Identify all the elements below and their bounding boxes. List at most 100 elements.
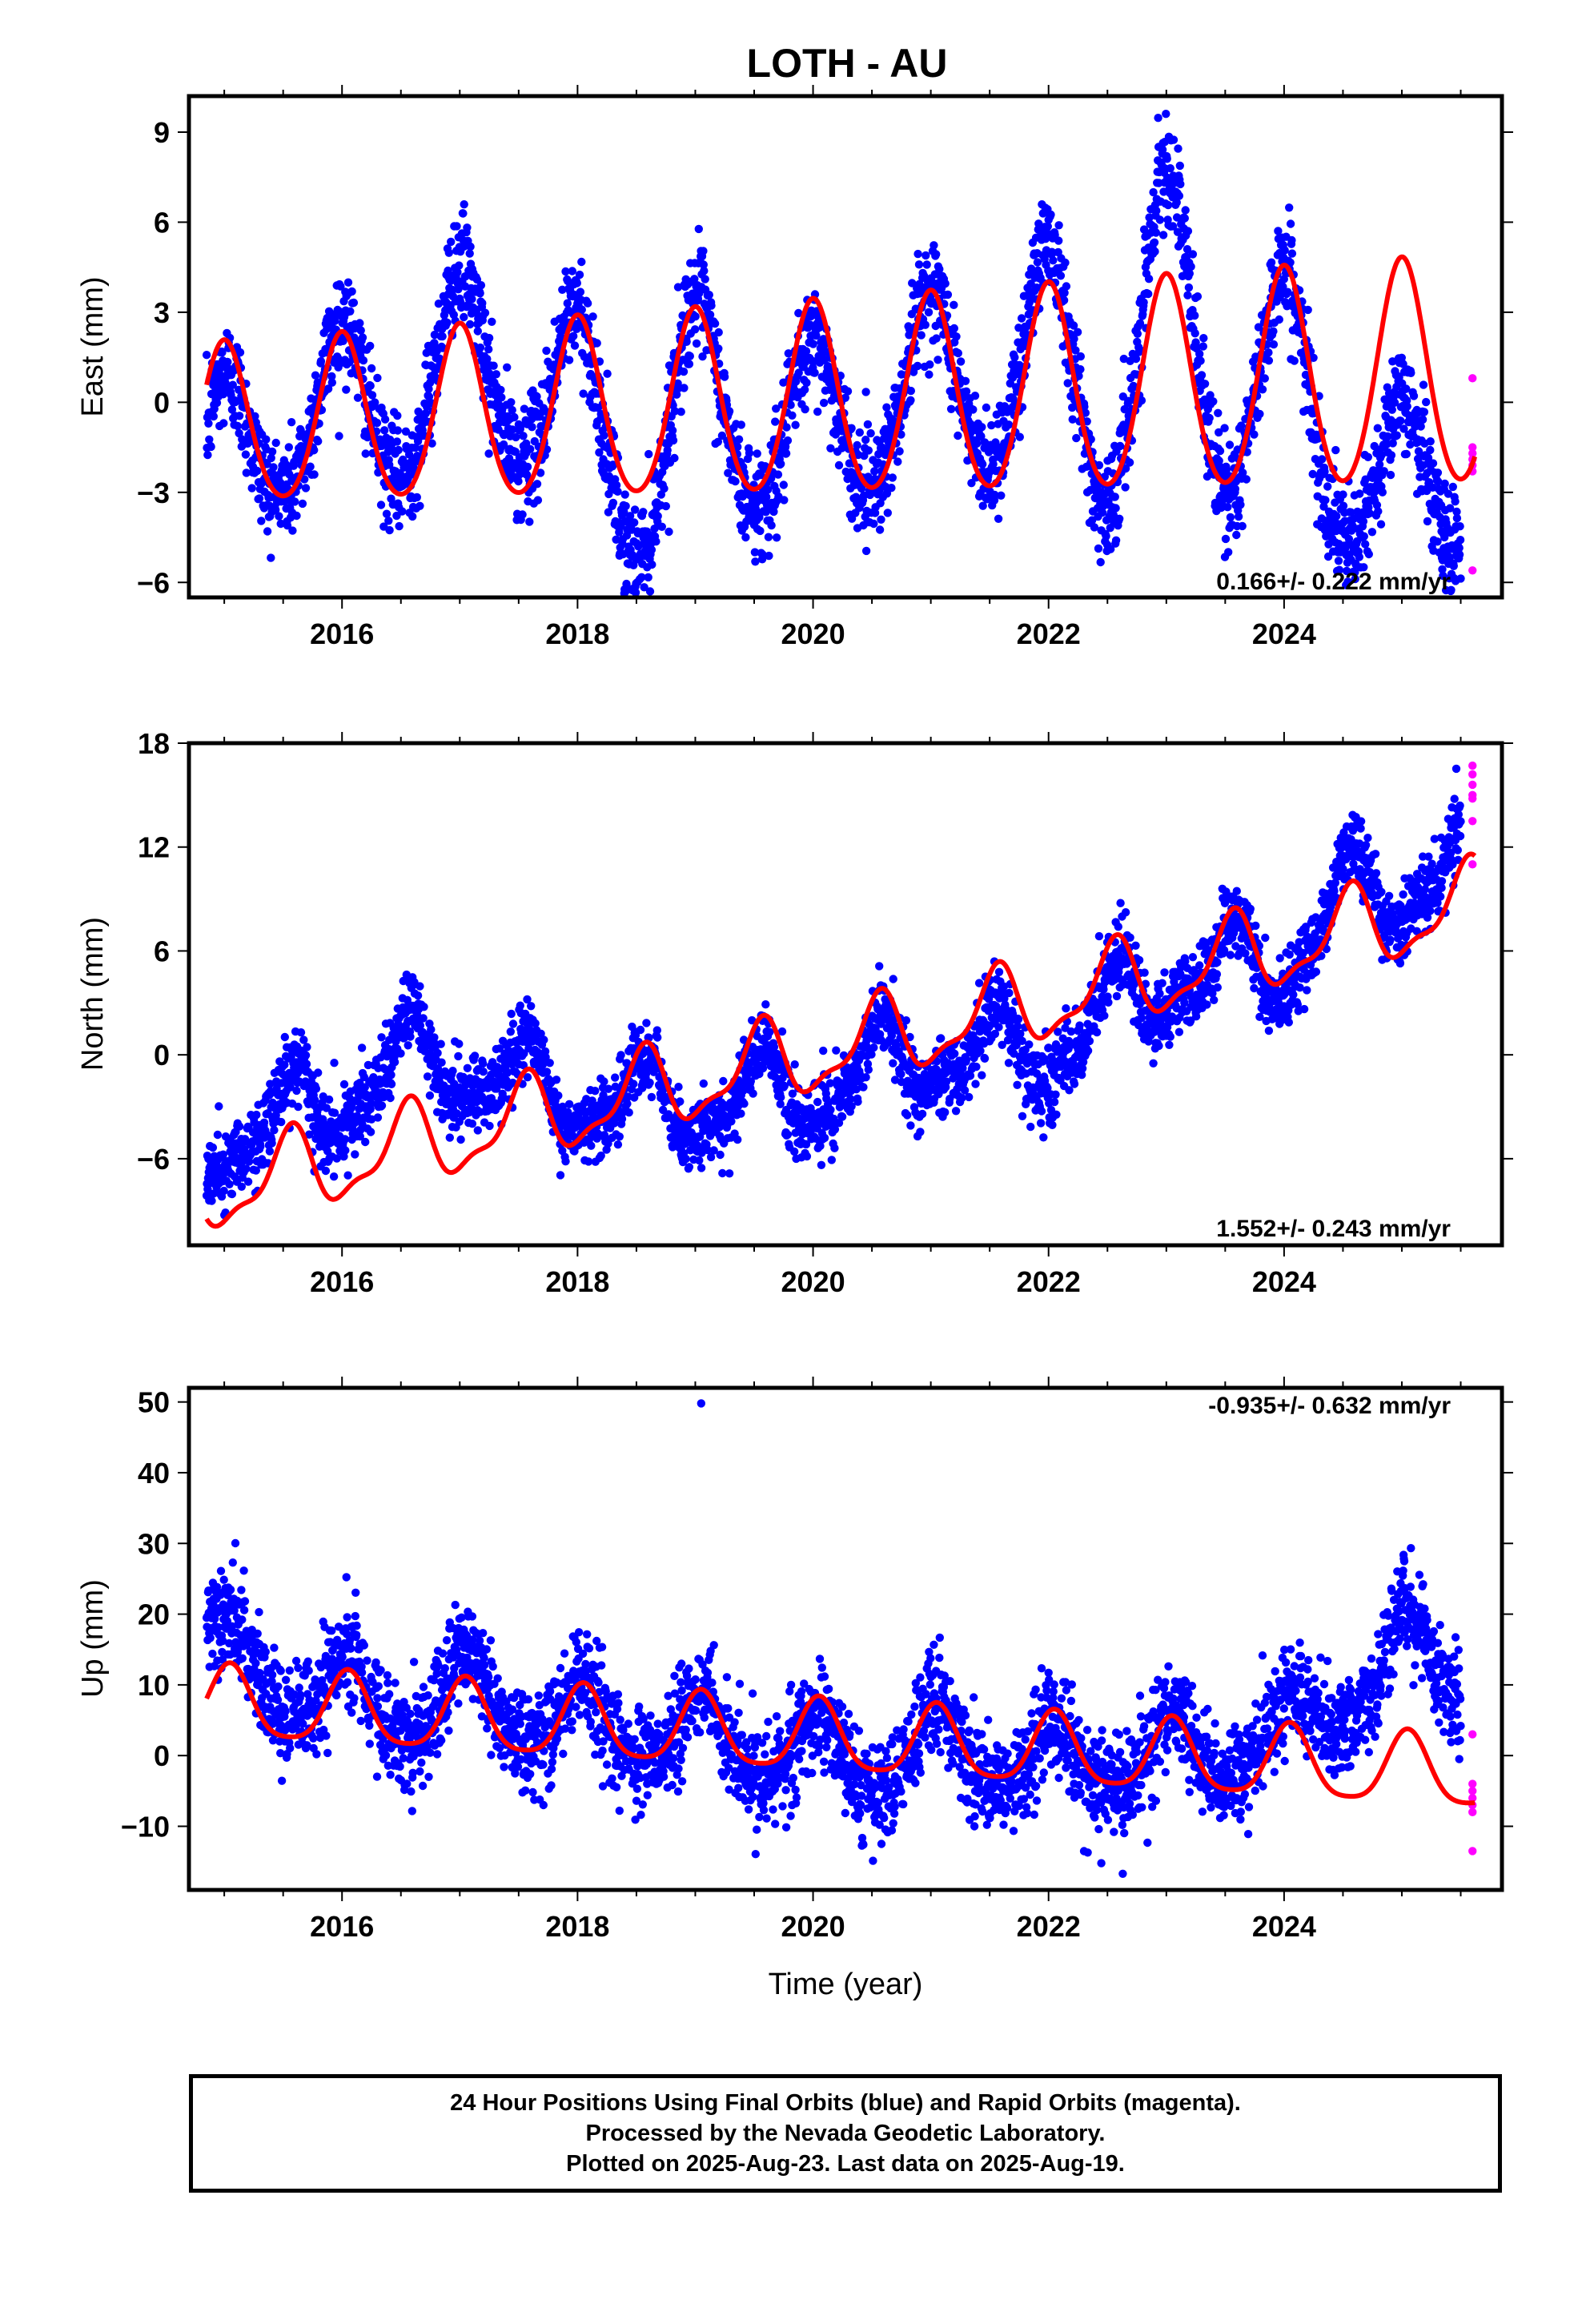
final-orbit-point bbox=[676, 1097, 685, 1106]
final-orbit-point bbox=[698, 352, 707, 361]
final-orbit-point bbox=[1287, 249, 1297, 258]
final-orbit-point bbox=[1172, 198, 1181, 207]
final-orbit-point bbox=[561, 267, 570, 276]
y-tick-label: −6 bbox=[137, 1143, 170, 1176]
final-orbit-point bbox=[1264, 356, 1274, 365]
final-orbit-point bbox=[1402, 449, 1411, 459]
final-orbit-point bbox=[673, 283, 683, 292]
final-orbit-point bbox=[925, 370, 934, 379]
final-orbit-point bbox=[670, 453, 679, 463]
final-orbit-point bbox=[1124, 396, 1133, 405]
final-orbit-point bbox=[209, 412, 218, 421]
final-orbit-point bbox=[339, 336, 347, 345]
final-orbit-point bbox=[1046, 210, 1055, 219]
final-orbit-point bbox=[588, 1096, 596, 1105]
final-orbit-point bbox=[280, 1060, 289, 1069]
final-orbit-point bbox=[484, 449, 493, 458]
final-orbit-point bbox=[275, 512, 283, 521]
final-orbit-point bbox=[212, 398, 222, 408]
final-orbit-point bbox=[456, 1135, 465, 1144]
final-orbit-point bbox=[661, 501, 670, 511]
final-orbit-point bbox=[225, 1180, 234, 1189]
final-orbit-point bbox=[561, 1157, 570, 1166]
final-orbit-point bbox=[300, 475, 309, 484]
final-orbit-point bbox=[758, 550, 767, 559]
final-orbit-point bbox=[767, 521, 776, 530]
final-orbit-point bbox=[1137, 396, 1146, 405]
final-orbit-point bbox=[1069, 321, 1078, 330]
final-orbit-point bbox=[1375, 460, 1384, 469]
final-orbit-point bbox=[287, 418, 296, 427]
final-orbit-point bbox=[719, 1076, 728, 1086]
final-orbit-point bbox=[618, 1108, 627, 1117]
final-orbit-point bbox=[636, 606, 644, 614]
final-orbit-point bbox=[1199, 342, 1208, 351]
final-orbit-point bbox=[801, 347, 811, 356]
final-orbit-point bbox=[532, 480, 542, 489]
final-orbit-point bbox=[1283, 287, 1292, 296]
final-orbit-point bbox=[510, 412, 519, 422]
final-orbit-point bbox=[750, 548, 760, 557]
final-orbit-point bbox=[311, 1084, 321, 1093]
final-orbit-point bbox=[377, 1101, 387, 1110]
final-orbit-point bbox=[997, 491, 1006, 500]
final-orbit-point bbox=[1145, 213, 1154, 222]
final-orbit-point bbox=[1378, 488, 1387, 497]
final-orbit-point bbox=[934, 356, 942, 364]
final-orbit-point bbox=[1290, 356, 1299, 365]
final-orbit-point bbox=[218, 348, 227, 357]
final-orbit-point bbox=[870, 467, 879, 476]
final-orbit-point bbox=[914, 260, 924, 269]
final-orbit-point bbox=[1215, 446, 1225, 456]
final-orbit-point bbox=[620, 490, 629, 499]
final-orbit-point bbox=[786, 400, 795, 409]
final-orbit-point bbox=[540, 1035, 548, 1044]
final-orbit-point bbox=[954, 348, 963, 358]
final-orbit-point bbox=[448, 1067, 457, 1076]
final-orbit-point bbox=[1076, 365, 1085, 374]
final-orbit-point bbox=[465, 320, 475, 329]
final-orbit-point bbox=[445, 1133, 454, 1142]
final-orbit-point bbox=[1242, 475, 1251, 484]
final-orbit-point bbox=[259, 1118, 269, 1128]
y-tick-label: 6 bbox=[154, 935, 170, 967]
final-orbit-point bbox=[1196, 356, 1205, 365]
final-orbit-point bbox=[695, 1156, 704, 1165]
final-orbit-point bbox=[682, 337, 691, 346]
final-orbit-point bbox=[1250, 430, 1259, 439]
final-orbit-point bbox=[883, 509, 893, 517]
final-orbit-point bbox=[1200, 380, 1210, 388]
final-orbit-point bbox=[734, 435, 744, 444]
final-orbit-point bbox=[569, 332, 578, 340]
final-orbit-point bbox=[1062, 282, 1071, 291]
final-orbit-point bbox=[1396, 416, 1405, 425]
final-orbit-point bbox=[424, 392, 434, 401]
final-orbit-point bbox=[615, 1132, 624, 1141]
final-orbit-point bbox=[452, 222, 461, 231]
final-orbit-point bbox=[520, 404, 529, 413]
final-orbit-point bbox=[714, 344, 723, 353]
final-orbit-point bbox=[1406, 440, 1415, 449]
final-orbit-point bbox=[330, 1108, 339, 1117]
final-orbit-point bbox=[1199, 334, 1208, 343]
final-orbit-point bbox=[473, 1126, 482, 1135]
final-orbit-point bbox=[301, 1051, 311, 1060]
x-tick-label: 2016 bbox=[310, 617, 374, 650]
final-orbit-point bbox=[1070, 334, 1078, 344]
final-orbit-point bbox=[853, 440, 861, 450]
final-orbit-point bbox=[1386, 470, 1395, 480]
final-orbit-point bbox=[587, 1141, 596, 1150]
tick-marks bbox=[178, 85, 1513, 609]
final-orbit-point bbox=[584, 1157, 593, 1166]
final-orbit-point bbox=[700, 267, 709, 275]
y-tick-label: 3 bbox=[154, 296, 170, 329]
final-orbit-point bbox=[267, 553, 275, 562]
final-orbit-point bbox=[470, 1051, 480, 1060]
final-orbit-point bbox=[436, 1039, 445, 1048]
final-orbit-point bbox=[847, 424, 856, 432]
final-orbit-point bbox=[204, 419, 213, 428]
final-orbit-point bbox=[352, 1112, 362, 1121]
final-orbit-point bbox=[283, 521, 292, 530]
final-orbit-point bbox=[412, 493, 421, 502]
final-orbit-point bbox=[1220, 424, 1229, 432]
